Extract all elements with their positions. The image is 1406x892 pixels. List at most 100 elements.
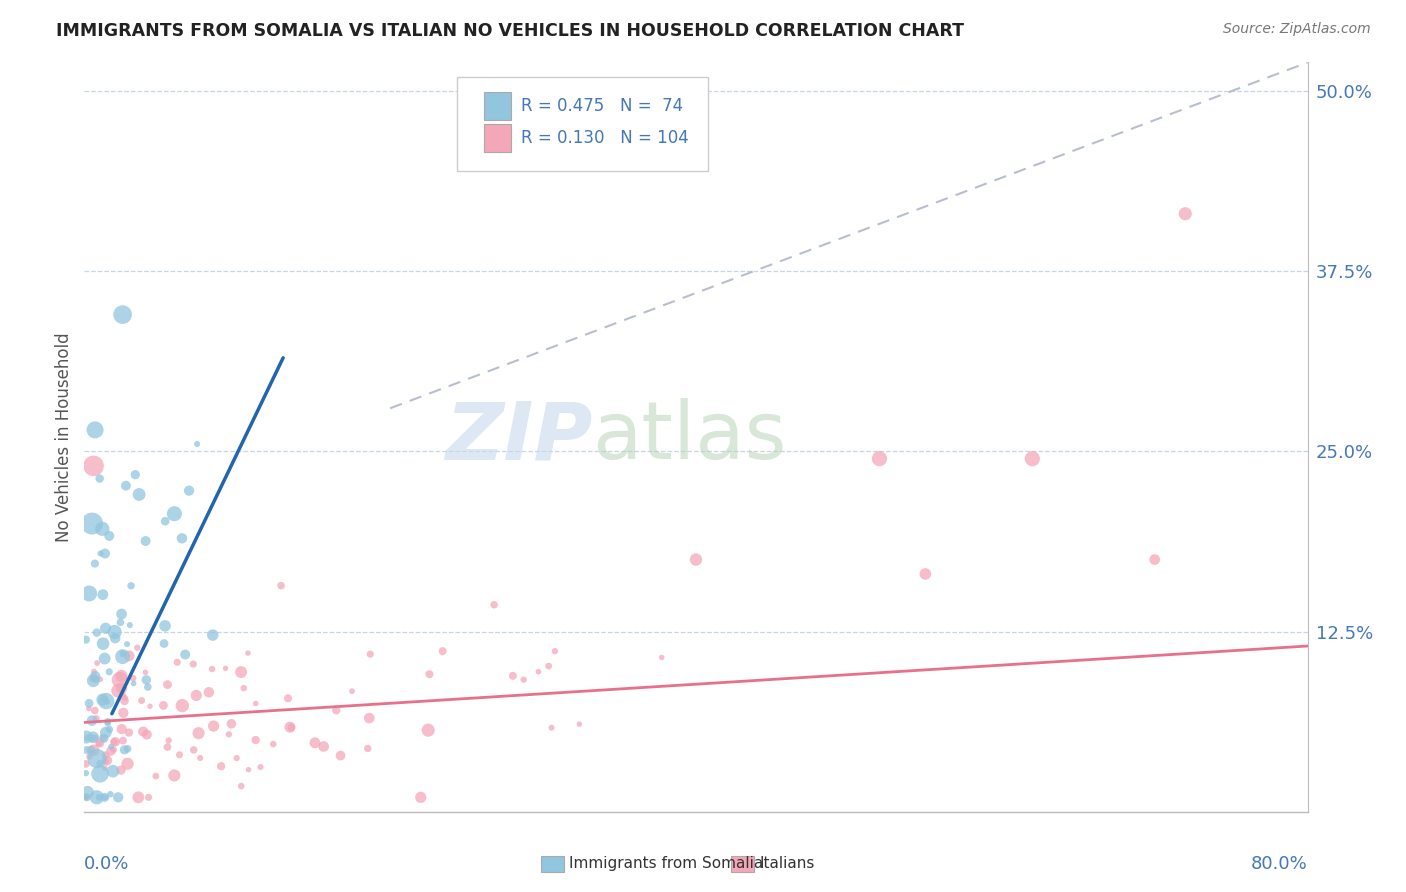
Point — [91, 692, 114, 706]
Point — [135, 533, 157, 548]
Point — [89, 471, 111, 485]
Point — [177, 483, 200, 498]
Point — [128, 487, 150, 501]
Point — [98, 665, 121, 679]
Point — [1143, 552, 1166, 566]
Point — [94, 748, 117, 763]
Point — [280, 721, 302, 735]
Point — [124, 467, 146, 482]
Point — [245, 697, 267, 711]
Point — [104, 631, 127, 645]
Point — [1021, 451, 1043, 466]
Point — [155, 514, 177, 528]
Point — [111, 308, 134, 322]
Point — [82, 731, 104, 745]
Point — [84, 673, 107, 687]
Text: ZIP: ZIP — [444, 398, 592, 476]
Point — [82, 673, 104, 688]
Point — [120, 579, 142, 593]
Point — [156, 739, 179, 754]
Point — [418, 723, 440, 738]
Point — [236, 646, 259, 660]
Point — [170, 531, 193, 545]
FancyBboxPatch shape — [457, 78, 709, 171]
Point — [482, 598, 505, 612]
Point — [83, 704, 105, 718]
Point — [183, 743, 205, 757]
Point — [685, 552, 707, 566]
Point — [83, 665, 105, 679]
Point — [163, 768, 186, 782]
Point — [262, 737, 284, 751]
Point — [111, 649, 134, 664]
Point — [278, 720, 301, 734]
Point — [75, 766, 97, 780]
Point — [75, 632, 97, 647]
Point — [87, 790, 110, 805]
Point — [138, 790, 160, 805]
Point — [97, 714, 120, 729]
Point — [527, 665, 550, 679]
Point — [357, 741, 380, 756]
Point — [209, 759, 232, 773]
Point — [1174, 207, 1197, 221]
Point — [187, 726, 209, 740]
Point — [96, 695, 118, 709]
Point — [245, 733, 267, 747]
Point — [312, 739, 335, 754]
Point — [93, 651, 115, 665]
Point — [214, 661, 236, 675]
Point — [249, 760, 271, 774]
Point — [83, 458, 105, 473]
Point — [135, 673, 157, 687]
Point — [110, 669, 132, 683]
Point — [89, 736, 111, 750]
Point — [127, 640, 149, 655]
Point — [270, 579, 292, 593]
Point — [84, 712, 107, 726]
Point — [166, 655, 188, 669]
Point — [117, 756, 139, 771]
Point — [359, 647, 381, 661]
Point — [103, 624, 125, 639]
Point — [100, 739, 122, 754]
Point — [111, 647, 134, 661]
Text: 0.0%: 0.0% — [84, 855, 129, 873]
Point — [914, 566, 936, 581]
Point — [329, 748, 352, 763]
Point — [118, 618, 141, 632]
Point — [188, 751, 211, 765]
Point — [83, 743, 105, 757]
Point — [94, 790, 117, 805]
Point — [80, 743, 103, 757]
Text: R = 0.475   N =  74: R = 0.475 N = 74 — [522, 97, 683, 115]
Point — [127, 790, 149, 805]
Point — [80, 516, 103, 531]
Point — [111, 681, 134, 695]
Point — [115, 637, 138, 651]
Point — [153, 636, 176, 650]
Point — [103, 742, 125, 756]
Point — [136, 680, 159, 694]
Point — [186, 689, 208, 703]
Point — [201, 662, 224, 676]
Point — [537, 659, 560, 673]
Point — [152, 698, 174, 713]
Point — [91, 522, 114, 536]
Text: R = 0.130   N = 104: R = 0.130 N = 104 — [522, 129, 689, 147]
Point — [89, 756, 111, 771]
Point — [76, 743, 98, 757]
Bar — [484, 92, 512, 120]
Point — [115, 478, 138, 492]
Point — [340, 684, 363, 698]
Point — [86, 790, 108, 805]
Point — [75, 790, 97, 805]
Point — [418, 667, 440, 681]
Point — [82, 731, 104, 746]
Text: atlas: atlas — [592, 398, 786, 476]
Point — [75, 756, 97, 771]
Text: 80.0%: 80.0% — [1251, 855, 1308, 873]
Point — [218, 727, 240, 741]
Point — [94, 547, 117, 561]
Point — [156, 678, 179, 692]
